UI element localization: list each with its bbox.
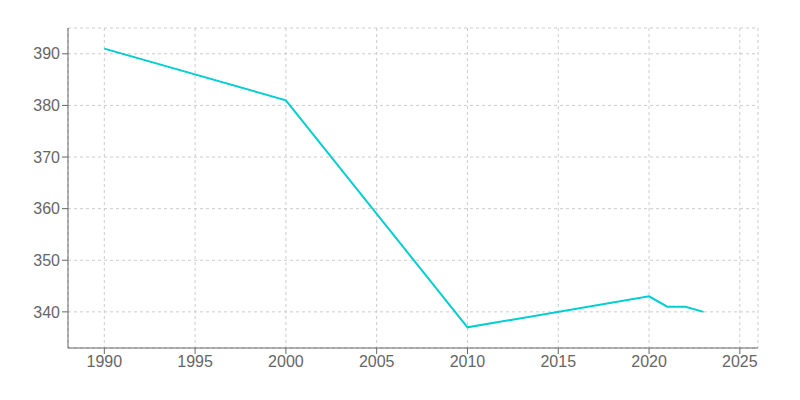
svg-text:1995: 1995 bbox=[177, 353, 213, 370]
svg-text:2020: 2020 bbox=[631, 353, 667, 370]
svg-text:2000: 2000 bbox=[268, 353, 304, 370]
svg-text:2015: 2015 bbox=[540, 353, 576, 370]
svg-text:2005: 2005 bbox=[359, 353, 395, 370]
svg-text:360: 360 bbox=[33, 200, 60, 217]
svg-text:380: 380 bbox=[33, 97, 60, 114]
svg-text:1990: 1990 bbox=[87, 353, 123, 370]
svg-text:370: 370 bbox=[33, 149, 60, 166]
svg-text:390: 390 bbox=[33, 45, 60, 62]
svg-text:2025: 2025 bbox=[722, 353, 758, 370]
svg-text:340: 340 bbox=[33, 304, 60, 321]
svg-text:350: 350 bbox=[33, 252, 60, 269]
svg-text:2010: 2010 bbox=[450, 353, 486, 370]
